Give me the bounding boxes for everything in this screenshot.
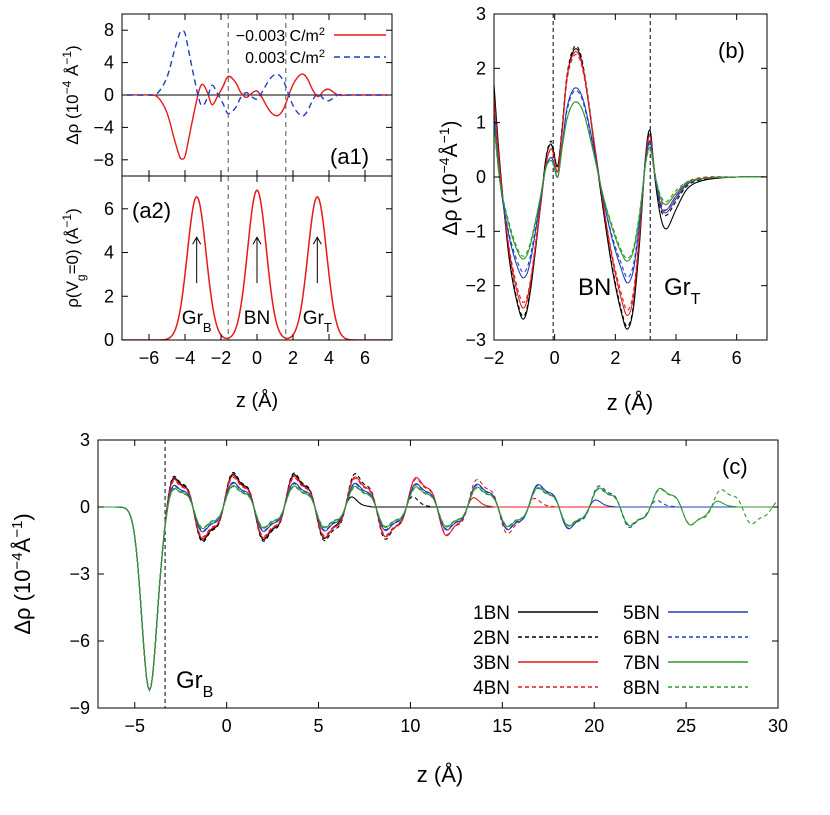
- a1-ytick-label: 8: [104, 20, 114, 40]
- a2-xtick-label: −2: [211, 348, 232, 368]
- a2-xlabel: z (Å): [236, 389, 278, 412]
- c-xtick-label: 10: [400, 716, 420, 736]
- c-ytick-label: −3: [69, 564, 90, 584]
- b-xtick-label: 4: [671, 348, 681, 368]
- b-ylabel-text: Δρ (10−4Å−1): [436, 120, 462, 235]
- c-xtick-label: −5: [124, 716, 145, 736]
- c-annotation-grb: GrB: [176, 667, 213, 701]
- b-ytick-label: −2: [465, 276, 486, 296]
- b-annotation-grt: GrT: [664, 274, 701, 308]
- a1-ylabel-text: Δρ (10−4 Å−1): [60, 45, 82, 144]
- c-legend-label: 2BN: [473, 628, 510, 649]
- b-xtick-label: 0: [550, 348, 560, 368]
- c-ytick-label: 0: [80, 497, 90, 517]
- a2-ytick-label: 4: [104, 243, 114, 263]
- a2-peak-arrowhead: [312, 236, 322, 245]
- b-ytick-label: −1: [465, 221, 486, 241]
- a2-ytick-label: 6: [104, 199, 114, 219]
- c-ylabel: Δρ (10−4Å−1): [9, 513, 36, 634]
- c-series-line: [98, 485, 778, 692]
- a1-ylabel: Δρ (10−4 Å−1): [60, 45, 82, 144]
- c-legend-label: 7BN: [623, 653, 660, 674]
- c-series-line: [98, 481, 778, 692]
- b-ytick-label: 0: [476, 167, 486, 187]
- c-legend-label: 8BN: [623, 678, 660, 699]
- b-ytick-label: −3: [465, 330, 486, 350]
- c-xtick-label: 5: [314, 716, 324, 736]
- c-panel-label: (c): [722, 454, 748, 479]
- a2-xtick-label: 0: [252, 348, 262, 368]
- c-xtick-label: 20: [584, 716, 604, 736]
- b-series-line: [494, 87, 767, 284]
- c-xtick-label: 30: [768, 716, 788, 736]
- b-ylabel: Δρ (10−4Å−1): [436, 120, 462, 235]
- b-panel-label: (b): [718, 38, 745, 63]
- a2-peak-arrowhead: [252, 236, 262, 245]
- b-xtick-label: 2: [610, 348, 620, 368]
- a2-peak-label: GrT: [303, 308, 332, 335]
- b-ytick-label: 2: [476, 58, 486, 78]
- a2-xtick-label: 6: [360, 348, 370, 368]
- c-legend-label: 5BN: [623, 603, 660, 624]
- b-ytick-label: 3: [476, 4, 486, 24]
- b-series-line: [494, 51, 767, 317]
- c-series-line: [98, 484, 778, 692]
- a1-panel-label: (a1): [330, 144, 369, 169]
- a2-ylabel: ρ(Vg=0) (Å−1): [60, 208, 88, 308]
- a2-xtick-label: 4: [324, 348, 334, 368]
- a2-xtick-label: 2: [288, 348, 298, 368]
- a2-xtick-label: −6: [139, 348, 160, 368]
- a2-ytick-label: 2: [104, 286, 114, 306]
- a1-series-line: [127, 73, 387, 160]
- b-annotation-bn: BN: [578, 274, 611, 301]
- a2-peak-label: BN: [244, 308, 270, 329]
- c-series-line: [98, 482, 778, 692]
- a1-ytick-label: 0: [104, 85, 114, 105]
- c-xtick-label: 0: [222, 716, 232, 736]
- c-ytick-label: −9: [69, 698, 90, 718]
- a2-density-line: [122, 189, 392, 340]
- b-series-line: [494, 53, 767, 311]
- c-xlabel: z (Å): [417, 762, 463, 787]
- b-xtick-label: −2: [484, 348, 505, 368]
- c-xtick-label: 25: [676, 716, 696, 736]
- c-series-line: [98, 471, 778, 692]
- b-series-line: [494, 101, 767, 260]
- b-xlabel: z (Å): [607, 390, 653, 415]
- a2-peak-label: GrB: [182, 308, 212, 335]
- a2-xtick-label: −4: [175, 348, 196, 368]
- c-ytick-label: 3: [80, 430, 90, 450]
- c-ylabel-text: Δρ (10−4Å−1): [9, 513, 36, 634]
- a2-ytick-label: 0: [104, 330, 114, 350]
- b-series-line: [494, 48, 767, 330]
- a1-ytick-label: −8: [93, 150, 114, 170]
- c-ytick-label: −6: [69, 631, 90, 651]
- b-xtick-label: 6: [732, 348, 742, 368]
- a1-ytick-label: −4: [93, 117, 114, 137]
- c-xtick-label: 15: [492, 716, 512, 736]
- a1-series-line: [127, 30, 387, 117]
- c-legend-label: 1BN: [473, 603, 510, 624]
- a1-legend-label: 0.003 C/m2: [245, 48, 325, 67]
- a2-panel-label: (a2): [132, 198, 171, 223]
- a1-ytick-label: 4: [104, 53, 114, 73]
- c-legend-label: 3BN: [473, 653, 510, 674]
- c-legend-label: 4BN: [473, 678, 510, 699]
- b-series-line: [494, 90, 767, 279]
- a2-ylabel-text: ρ(Vg=0) (Å−1): [60, 208, 88, 308]
- c-legend-label: 6BN: [623, 628, 660, 649]
- a2-peak-arrowhead: [192, 236, 202, 245]
- b-ytick-label: 1: [476, 113, 486, 133]
- a1-legend-label: −0.003 C/m2: [236, 26, 325, 45]
- c-series-line: [98, 473, 778, 692]
- b-series-line: [494, 45, 767, 327]
